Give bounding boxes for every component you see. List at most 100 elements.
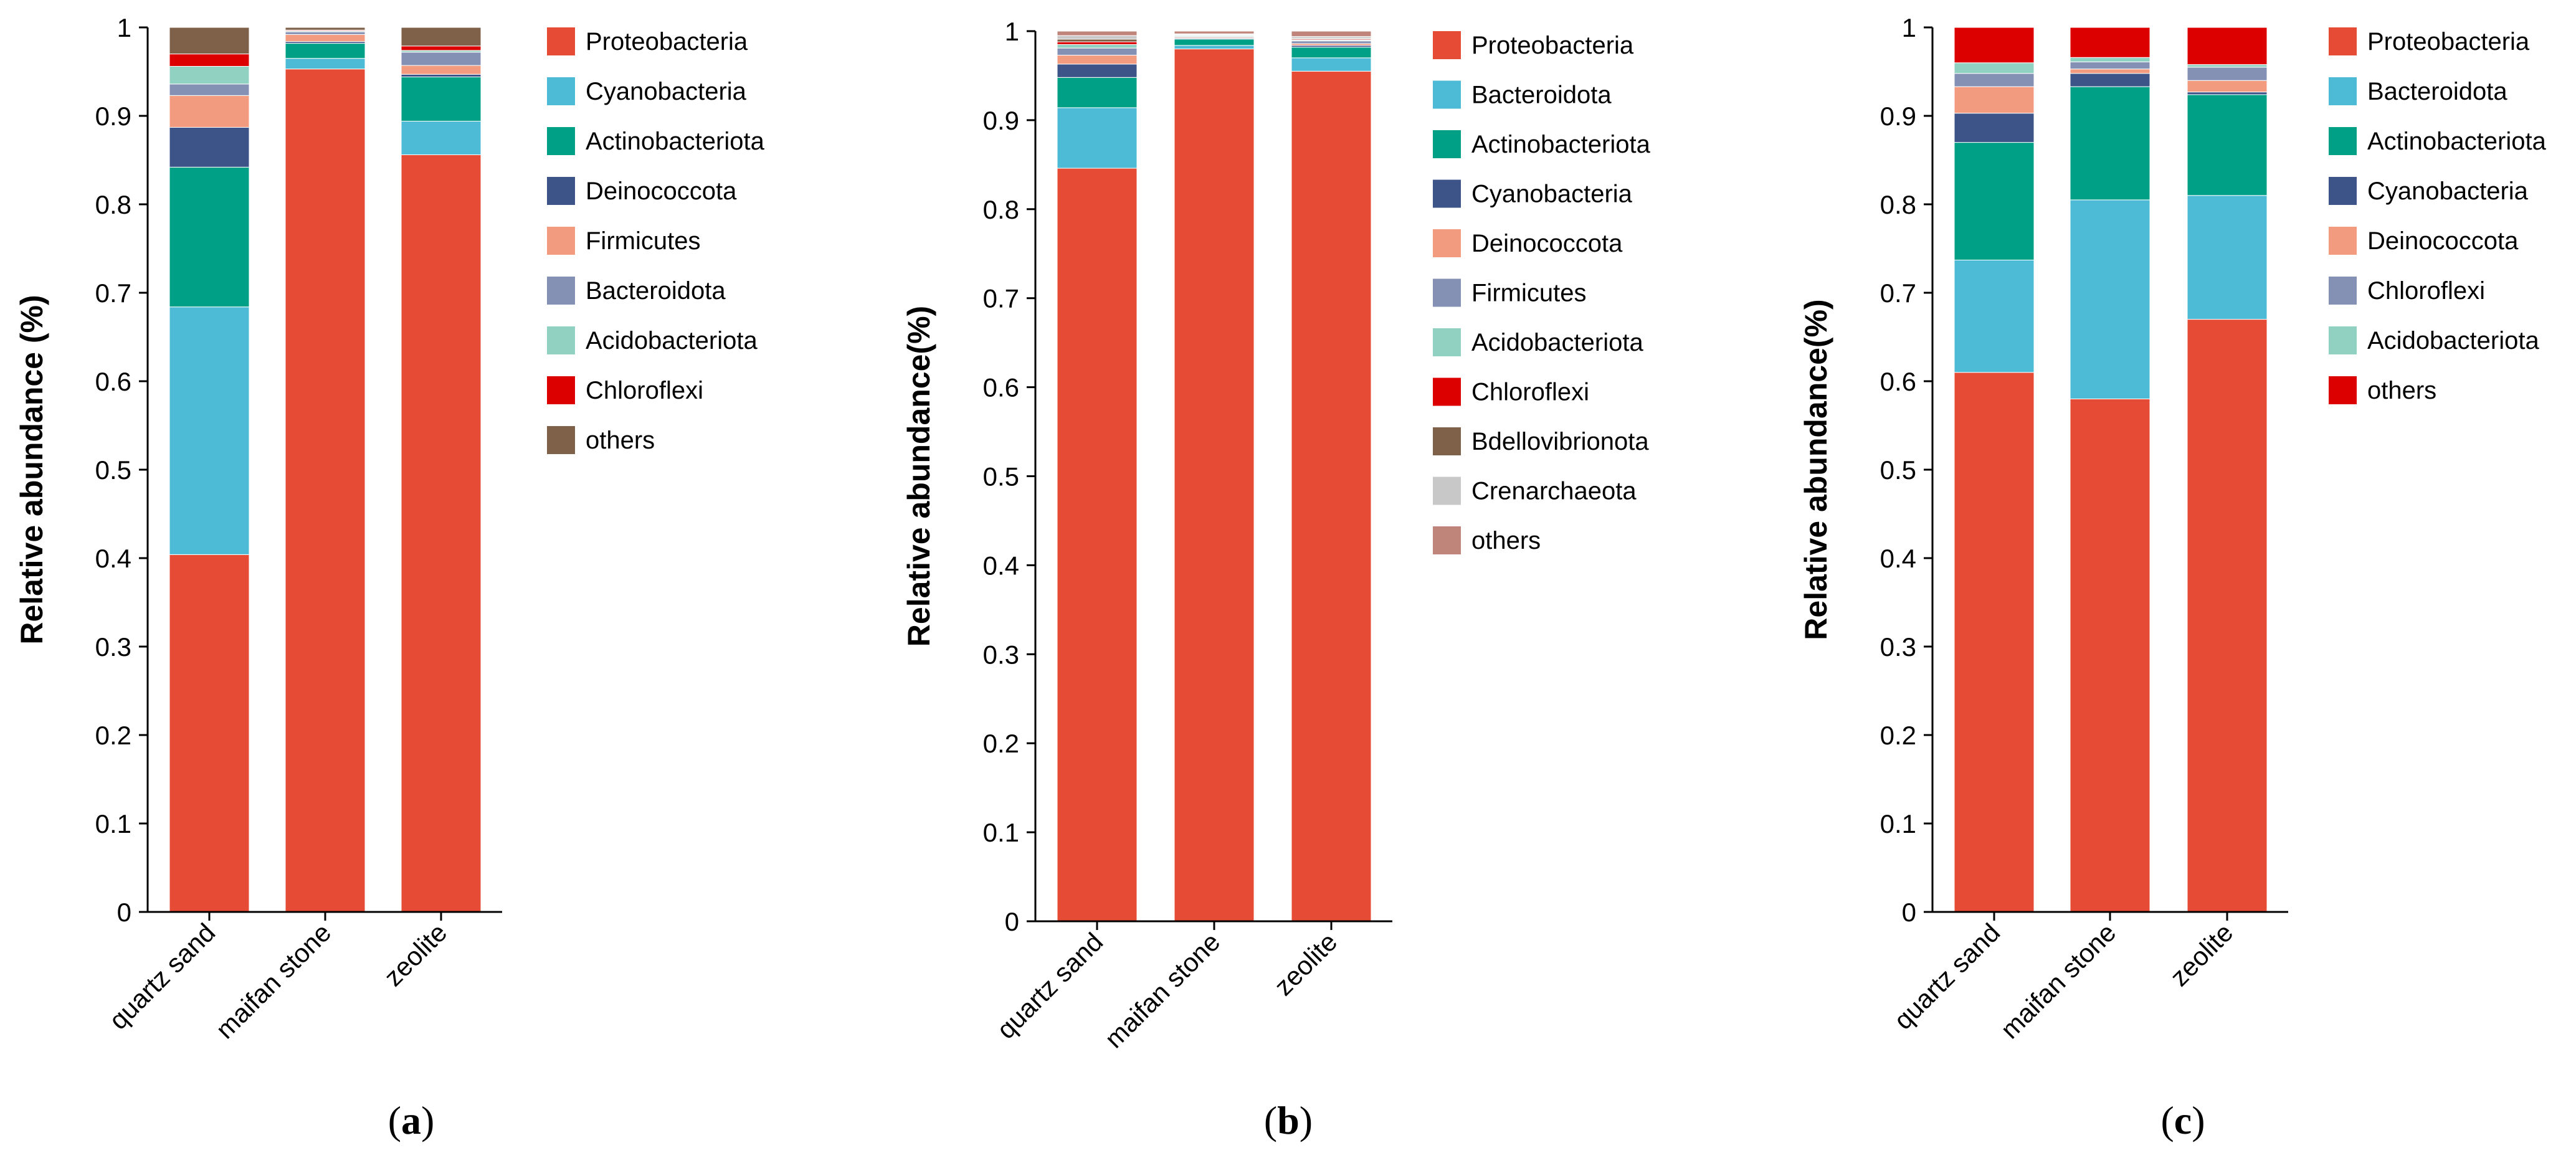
bar-segment-proteobacteria-zeolite xyxy=(401,154,482,913)
legend-label-actinobacteriota: Actinobacteriota xyxy=(1471,131,1651,158)
bar-segment-actinobacteriota-maifan-stone xyxy=(2070,86,2151,201)
bar-segment-firmicutes-maifan-stone xyxy=(285,34,366,42)
bar-segment-cyanobacteria-quartz-sand xyxy=(169,306,250,555)
legend-swatch-proteobacteria xyxy=(547,27,575,55)
legend-swatch-bacteroidota xyxy=(1433,80,1461,109)
legend-label-deinococcota: Deinococcota xyxy=(2367,227,2519,255)
legend-label-deinococcota: Deinococcota xyxy=(1471,230,1623,257)
legend-label-proteobacteria: Proteobacteria xyxy=(2367,28,2530,55)
y-tick-label: 1 xyxy=(117,13,131,42)
legend-swatch-acidobacteriota xyxy=(547,326,575,354)
legend-label-others: others xyxy=(586,427,655,454)
bar-segment-proteobacteria-maifan-stone xyxy=(2070,398,2151,913)
x-tick-label-zeolite: zeolite xyxy=(378,918,452,992)
bar-segment-proteobacteria-maifan-stone xyxy=(285,69,366,913)
bar-segment-firmicutes-zeolite xyxy=(1291,40,1372,44)
y-tick-label: 0.6 xyxy=(983,373,1019,402)
y-tick-label: 0.6 xyxy=(95,367,131,396)
y-axis-title: Relative abundance (%) xyxy=(14,295,49,644)
bar-segment-actinobacteriota-zeolite xyxy=(1291,47,1372,59)
bar-segment-actinobacteriota-maifan-stone xyxy=(285,43,366,59)
y-tick-label: 0.9 xyxy=(983,106,1019,135)
bar-segment-actinobacteriota-zeolite xyxy=(401,77,482,122)
bar-segment-firmicutes-zeolite xyxy=(401,65,482,75)
legend-swatch-chloroflexi xyxy=(2329,277,2357,305)
bar-segment-deinococcota-quartz-sand xyxy=(169,126,250,168)
panel-caption: (c) xyxy=(2160,1098,2205,1142)
legend-swatch-cyanobacteria xyxy=(547,77,575,105)
legend-label-cyanobacteria: Cyanobacteria xyxy=(2367,178,2529,205)
legend-swatch-bdellovibrionota xyxy=(1433,427,1461,455)
bar-segment-bacteroidota-zeolite xyxy=(1291,57,1372,72)
bar-segment-chloroflexi-quartz-sand xyxy=(1954,73,2035,87)
bar-segment-bacteroidota-zeolite xyxy=(2187,195,2268,320)
legend-label-others: others xyxy=(2367,377,2436,404)
y-tick-label: 0.3 xyxy=(983,640,1019,669)
bar-segment-others-zeolite xyxy=(401,27,482,47)
bar-segment-deinococcota-quartz-sand xyxy=(1954,86,2035,114)
legend-label-cyanobacteria: Cyanobacteria xyxy=(586,78,747,105)
y-tick-label: 0.5 xyxy=(95,455,131,485)
bar-segment-bacteroidota-maifan-stone xyxy=(285,31,366,35)
legend-swatch-actinobacteriota xyxy=(2329,127,2357,155)
bar-segment-proteobacteria-zeolite xyxy=(1291,70,1372,922)
legend-swatch-firmicutes xyxy=(1433,278,1461,307)
y-tick-label: 0.9 xyxy=(1880,102,1916,131)
legend-swatch-others xyxy=(1433,526,1461,554)
bar-segment-bacteroidota-quartz-sand xyxy=(169,83,250,96)
legend-swatch-deinococcota xyxy=(2329,227,2357,255)
legend-label-actinobacteriota: Actinobacteriota xyxy=(2367,128,2547,155)
legend-label-chloroflexi: Chloroflexi xyxy=(2367,277,2485,305)
y-tick-label: 0.3 xyxy=(95,632,131,662)
bar-segment-deinococcota-zeolite xyxy=(401,74,482,78)
x-tick-label-maifan-stone: maifan stone xyxy=(1099,927,1225,1053)
bar-segment-bacteroidota-quartz-sand xyxy=(1954,259,2035,373)
bar-segment-others-zeolite xyxy=(2187,27,2268,65)
legend-swatch-acidobacteriota xyxy=(2329,326,2357,354)
bar-segment-chloroflexi-maifan-stone xyxy=(2070,61,2151,70)
bar-segment-actinobacteriota-quartz-sand xyxy=(1954,142,2035,260)
y-axis-title: Relative abundance(%) xyxy=(901,306,936,647)
bar-segment-others-maifan-stone xyxy=(1174,31,1255,34)
bar-segment-others-quartz-sand xyxy=(1057,31,1138,36)
y-tick-label: 0.3 xyxy=(1880,632,1916,662)
bar-segment-actinobacteriota-maifan-stone xyxy=(1174,39,1255,46)
legend-label-actinobacteriota: Actinobacteriota xyxy=(586,128,765,155)
legend-swatch-actinobacteriota xyxy=(1433,130,1461,158)
bar-segment-firmicutes-quartz-sand xyxy=(1057,47,1138,56)
panel-a: 0 0.1 0.2 0.3 0.4 0.5 0.6 0.7 0.8 0.9 1 quartz sand… xyxy=(14,13,765,1142)
bar-segment-acidobacteriota-quartz-sand xyxy=(1057,44,1138,49)
legend-swatch-chloroflexi xyxy=(547,376,575,404)
legend-swatch-proteobacteria xyxy=(2329,27,2357,55)
bar-segment-deinococcota-zeolite xyxy=(2187,80,2268,93)
y-tick-label: 0.5 xyxy=(1880,455,1916,485)
y-tick-label: 0.7 xyxy=(95,278,131,308)
legend-swatch-deinococcota xyxy=(547,177,575,205)
x-tick-label-maifan-stone: maifan stone xyxy=(210,918,336,1044)
bar-segment-actinobacteriota-zeolite xyxy=(2187,94,2268,196)
legend-swatch-chloroflexi xyxy=(1433,377,1461,406)
bar-segment-proteobacteria-quartz-sand xyxy=(1954,372,2035,913)
x-tick-label-quartz-sand: quartz sand xyxy=(103,918,221,1035)
bar-segment-others-quartz-sand xyxy=(169,27,250,55)
legend-label-bdellovibrionota: Bdellovibrionota xyxy=(1471,428,1649,455)
bar-segment-cyanobacteria-maifan-stone xyxy=(285,58,366,70)
y-axis-title: Relative abundance(%) xyxy=(1799,299,1833,640)
bar-segment-others-quartz-sand xyxy=(1954,27,2035,64)
bar-segment-acidobacteriota-zeolite xyxy=(2187,64,2268,68)
x-tick-label-zeolite: zeolite xyxy=(1268,927,1343,1001)
legend-label-acidobacteriota: Acidobacteriota xyxy=(1471,329,1643,356)
legend-swatch-proteobacteria xyxy=(1433,31,1461,59)
legend-label-bacteroidota: Bacteroidota xyxy=(1471,82,1612,109)
y-tick-label: 0.7 xyxy=(983,284,1019,313)
legend-label-chloroflexi: Chloroflexi xyxy=(1471,379,1589,406)
bar-segment-acidobacteriota-maifan-stone xyxy=(2070,57,2151,62)
panel-caption: (b) xyxy=(1264,1098,1313,1142)
bar-segment-bacteroidota-maifan-stone xyxy=(1174,45,1255,50)
bar-segment-bacteroidota-quartz-sand xyxy=(1057,107,1138,169)
bar-segment-cyanobacteria-zeolite xyxy=(2187,92,2268,95)
y-tick-label: 0.1 xyxy=(1880,809,1916,838)
legend-label-chloroflexi: Chloroflexi xyxy=(586,377,703,404)
y-tick-label: 0 xyxy=(1902,898,1916,927)
bar-segment-proteobacteria-maifan-stone xyxy=(1174,49,1255,922)
